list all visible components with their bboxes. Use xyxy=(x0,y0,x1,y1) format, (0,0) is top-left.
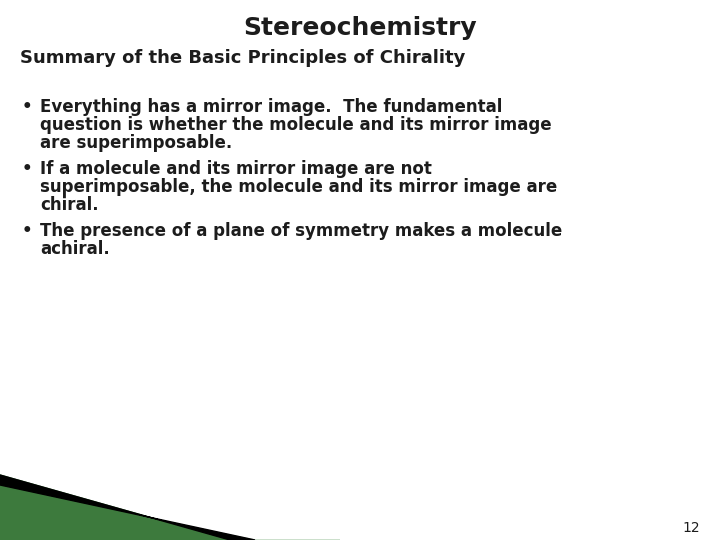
Text: •: • xyxy=(22,222,32,240)
Text: question is whether the molecule and its mirror image: question is whether the molecule and its… xyxy=(40,116,552,134)
Text: superimposable, the molecule and its mirror image are: superimposable, the molecule and its mir… xyxy=(40,178,557,196)
Text: Stereochemistry: Stereochemistry xyxy=(243,16,477,40)
Text: chiral.: chiral. xyxy=(40,196,99,214)
Text: 12: 12 xyxy=(683,521,700,535)
Polygon shape xyxy=(0,475,255,540)
Text: •: • xyxy=(22,98,32,116)
Text: •: • xyxy=(22,160,32,178)
Text: The presence of a plane of symmetry makes a molecule: The presence of a plane of symmetry make… xyxy=(40,222,562,240)
Text: If a molecule and its mirror image are not: If a molecule and its mirror image are n… xyxy=(40,160,432,178)
Text: achiral.: achiral. xyxy=(40,240,109,258)
Text: Summary of the Basic Principles of Chirality: Summary of the Basic Principles of Chira… xyxy=(20,49,465,67)
Polygon shape xyxy=(0,490,340,540)
Text: Everything has a mirror image.  The fundamental: Everything has a mirror image. The funda… xyxy=(40,98,503,116)
Text: are superimposable.: are superimposable. xyxy=(40,134,233,152)
Polygon shape xyxy=(0,475,230,540)
